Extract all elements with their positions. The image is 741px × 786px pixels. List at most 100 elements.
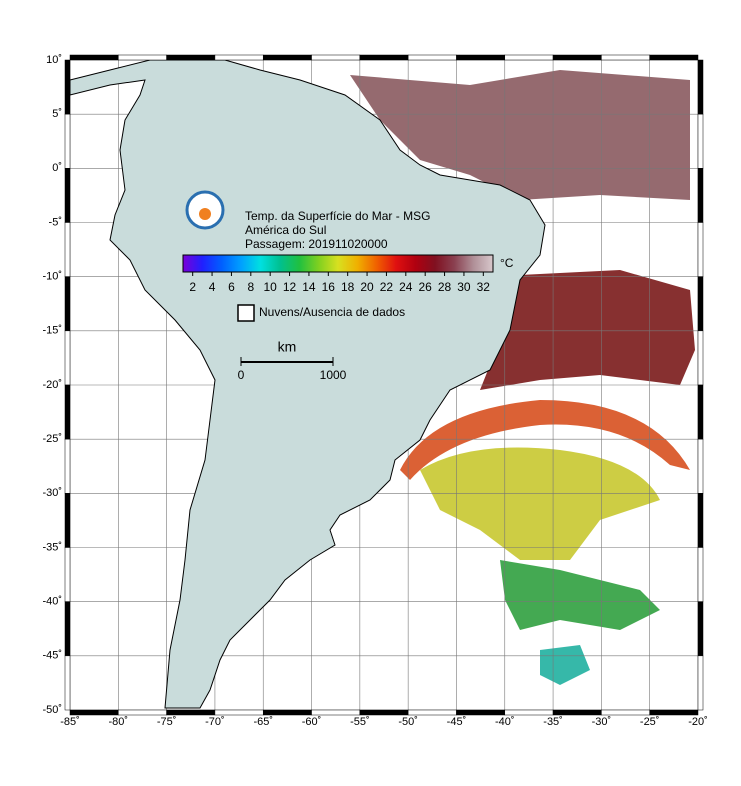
x-tick-label: -25˚ — [640, 716, 660, 728]
y-tick-label: -45˚ — [42, 650, 62, 662]
frame-segment — [697, 601, 704, 657]
colorbar-tick-label: 10 — [264, 280, 278, 294]
title-line: Passagem: 201911020000 — [245, 237, 388, 251]
frame-segment — [697, 59, 704, 115]
frame-segment — [118, 54, 167, 61]
frame-segment — [166, 709, 216, 716]
frame-segment — [64, 168, 71, 223]
frame-segment — [64, 655, 71, 711]
colorbar-tick-label: 16 — [322, 280, 336, 294]
y-tick-label: -40˚ — [42, 596, 62, 608]
x-tick-label: -55˚ — [350, 716, 370, 728]
title-line: Temp. da Superfície do Mar - MSG — [245, 209, 430, 223]
x-tick-label: -30˚ — [592, 716, 612, 728]
frame-segment — [601, 709, 650, 716]
frame-segment — [456, 709, 506, 716]
frame-segment — [166, 54, 216, 61]
frame-segment — [64, 113, 71, 169]
x-tick-label: -70˚ — [205, 716, 225, 728]
frame-segment — [118, 709, 167, 716]
x-tick-label: -40˚ — [495, 716, 515, 728]
frame-segment — [697, 438, 704, 494]
frame-segment — [214, 54, 264, 61]
frame-segment — [697, 222, 704, 277]
frame-segment — [359, 709, 409, 716]
frame-segment — [697, 276, 704, 332]
legend-swatch — [237, 304, 255, 322]
scale-tick-label: 1000 — [320, 368, 347, 382]
frame-segment — [697, 168, 704, 223]
colorbar-tick-label: 26 — [419, 280, 433, 294]
colorbar-tick-label: 4 — [209, 280, 216, 294]
frame-segment — [552, 709, 602, 716]
frame-segment — [407, 709, 457, 716]
frame-segment — [64, 384, 71, 440]
frame-segment — [64, 330, 71, 386]
x-tick-label: -65˚ — [253, 716, 273, 728]
frame-segment — [214, 709, 264, 716]
frame-segment — [504, 54, 554, 61]
land — [69, 59, 546, 709]
legend-label: Nuvens/Ausencia de dados — [259, 305, 405, 319]
frame-segment — [311, 54, 361, 61]
frame-segment — [69, 709, 119, 716]
frame-segment — [64, 547, 71, 602]
x-tick-label: -35˚ — [543, 716, 563, 728]
colorbar-tick-label: 14 — [302, 280, 316, 294]
title-line: América do Sul — [245, 223, 326, 237]
frame-segment — [64, 438, 71, 494]
frame-segment — [262, 709, 312, 716]
y-tick-label: 5˚ — [52, 108, 62, 120]
colorbar-tick-label: 2 — [189, 280, 196, 294]
colorbar-tick-label: 18 — [341, 280, 355, 294]
frame-segment — [262, 54, 312, 61]
x-tick-label: -80˚ — [109, 716, 129, 728]
frame-segment — [64, 493, 71, 548]
scale-unit: km — [278, 339, 297, 355]
frame-segment — [697, 384, 704, 440]
frame-segment — [697, 113, 704, 169]
colorbar-tick-label: 8 — [247, 280, 254, 294]
x-tick-label: -75˚ — [157, 716, 177, 728]
colorbar-tick-label: 32 — [477, 280, 491, 294]
y-tick-label: -50˚ — [42, 704, 62, 716]
frame-segment — [359, 54, 409, 61]
colorbar — [182, 254, 494, 273]
frame-segment — [64, 276, 71, 332]
x-tick-label: -20˚ — [688, 716, 708, 728]
colorbar-tick-label: 22 — [380, 280, 394, 294]
colorbar-tick-label: 6 — [228, 280, 235, 294]
y-tick-label: -10˚ — [42, 271, 62, 283]
frame-segment — [649, 709, 699, 716]
colorbar-unit: °C — [500, 256, 514, 270]
colorbar-tick-label: 20 — [360, 280, 374, 294]
frame-segment — [504, 709, 554, 716]
y-tick-label: -15˚ — [42, 325, 62, 337]
frame-segment — [697, 655, 704, 711]
frame-segment — [456, 54, 506, 61]
y-tick-label: -30˚ — [42, 487, 62, 499]
y-tick-label: -5˚ — [49, 216, 62, 228]
frame-segment — [697, 547, 704, 602]
y-tick-label: 0˚ — [52, 162, 62, 174]
frame-segment — [552, 54, 602, 61]
scale-tick-label: 0 — [238, 368, 245, 382]
x-tick-label: -45˚ — [447, 716, 467, 728]
frame-segment — [311, 709, 361, 716]
colorbar-tick-label: 24 — [399, 280, 413, 294]
colorbar-tick-label: 12 — [283, 280, 297, 294]
x-tick-label: -60˚ — [302, 716, 322, 728]
frame-segment — [64, 222, 71, 277]
frame-segment — [69, 54, 119, 61]
y-tick-label: -20˚ — [42, 379, 62, 391]
frame-segment — [64, 59, 71, 115]
frame-segment — [601, 54, 650, 61]
frame-segment — [407, 54, 457, 61]
frame-segment — [64, 601, 71, 657]
x-tick-label: -85˚ — [60, 716, 80, 728]
frame-segment — [697, 330, 704, 386]
sst-patches — [350, 70, 695, 685]
colorbar-tick-label: 30 — [457, 280, 471, 294]
